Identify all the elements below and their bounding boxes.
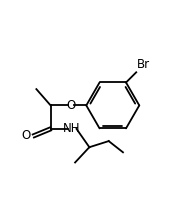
Text: O: O [22, 129, 31, 143]
Text: O: O [66, 99, 76, 112]
Text: Br: Br [137, 58, 150, 71]
Text: NH: NH [63, 122, 81, 135]
